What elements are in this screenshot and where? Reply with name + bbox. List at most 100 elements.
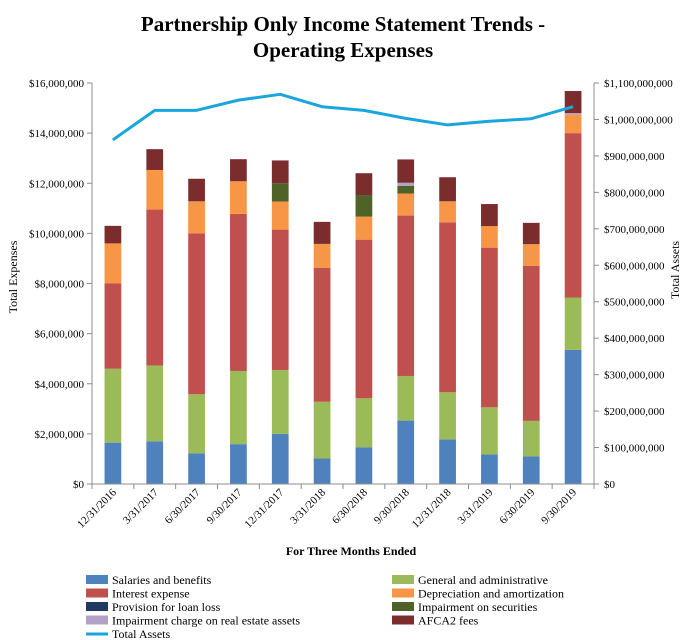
bar-afca2-fees-8 (397, 159, 415, 183)
y-tick-label: $10,000,000 (29, 228, 85, 240)
y2-tick-label: $200,000,000 (604, 406, 665, 418)
legend-swatch-interest-expense (86, 588, 108, 598)
bar-afca2-fees-2 (146, 149, 164, 170)
x-tick-label: 12/31/2016 (75, 486, 119, 530)
chart-title-line-2: Operating Expenses (253, 38, 433, 62)
bar-general-and-administrative-7 (355, 398, 373, 448)
bar-afca2-fees-10 (481, 204, 498, 227)
legend-swatch-impairment-on-securities (392, 602, 414, 611)
legend-label-impairment-charge-on-real-estate-assets: Impairment charge on real estate assets (112, 614, 300, 628)
bar-afca2-fees-7 (355, 173, 373, 196)
bar-salaries-and-benefits-8 (397, 420, 415, 484)
bar-salaries-and-benefits-1 (104, 442, 122, 484)
bar-impairment-charge-on-real-estate-assets-12 (564, 113, 582, 115)
bar-salaries-and-benefits-6 (313, 458, 331, 484)
legend-label-provision-for-loan-loss: Provision for loan loss (112, 600, 221, 614)
bar-afca2-fees-9 (439, 177, 456, 202)
y2-tick-label: $0 (604, 479, 616, 491)
y-tick-label: $12,000,000 (29, 178, 85, 190)
bar-depreciation-and-amortization-7 (355, 216, 373, 240)
bar-general-and-administrative-4 (230, 370, 247, 445)
x-tick-label: 6/30/2019 (497, 486, 537, 526)
bar-general-and-administrative-10 (481, 407, 498, 455)
bar-impairment-on-securities-8 (397, 185, 415, 194)
x-tick-label: 12/31/2017 (242, 486, 286, 530)
legend: Salaries and benefits General and adminis… (86, 573, 564, 640)
legend-swatch-depreciation-and-amortization (392, 588, 414, 598)
bar-salaries-and-benefits-5 (271, 433, 289, 485)
bar-salaries-and-benefits-3 (188, 453, 205, 484)
bar-depreciation-and-amortization-3 (188, 201, 205, 234)
y2-tick-label: $600,000,000 (604, 260, 665, 272)
legend-swatch-salaries-and-benefits (86, 575, 108, 584)
bar-interest-expense-2 (146, 209, 164, 366)
bar-general-and-administrative-12 (564, 297, 582, 350)
bar-depreciation-and-amortization-1 (104, 243, 122, 284)
bar-general-and-administrative-8 (397, 375, 415, 421)
bar-interest-expense-11 (522, 265, 540, 421)
y-tick-label: $0 (73, 479, 85, 491)
bar-salaries-and-benefits-10 (481, 454, 498, 484)
bar-afca2-fees-6 (313, 221, 331, 244)
bar-salaries-and-benefits-9 (439, 439, 456, 484)
bar-afca2-fees-11 (522, 222, 540, 245)
x-tick-label: 6/30/2018 (330, 486, 370, 526)
y-tick-label: $4,000,000 (35, 379, 85, 391)
legend-label-afca2-fees: AFCA2 fees (418, 614, 479, 628)
bar-depreciation-and-amortization-9 (439, 201, 456, 223)
bar-depreciation-and-amortization-6 (313, 243, 331, 268)
legend-label-total-assets: Total Assets (112, 627, 170, 640)
bar-interest-expense-6 (313, 267, 331, 402)
bar-impairment-on-securities-5 (271, 183, 289, 202)
bar-interest-expense-7 (355, 239, 373, 399)
y-tick-label: $2,000,000 (35, 429, 85, 441)
y2-tick-label: $500,000,000 (604, 297, 665, 309)
bar-salaries-and-benefits-11 (522, 456, 540, 484)
bar-depreciation-and-amortization-5 (271, 201, 289, 230)
bar-general-and-administrative-9 (439, 392, 456, 440)
bar-interest-expense-12 (564, 133, 582, 298)
bar-interest-expense-9 (439, 222, 456, 393)
legend-label-salaries-and-benefits: Salaries and benefits (112, 573, 212, 587)
total-assets-line-group (112, 92, 574, 142)
bar-interest-expense-4 (230, 213, 247, 371)
bar-salaries-and-benefits-4 (230, 444, 247, 484)
x-tick-label: 9/30/2019 (539, 486, 579, 526)
total-assets-line (112, 92, 574, 142)
bar-afca2-fees-3 (188, 178, 205, 202)
bar-interest-expense-1 (104, 283, 122, 369)
bar-depreciation-and-amortization-10 (481, 226, 498, 248)
bar-salaries-and-benefits-12 (564, 349, 582, 484)
y2-tick-label: $800,000,000 (604, 187, 665, 199)
y2-tick-label: $1,100,000,000 (604, 78, 673, 90)
legend-swatch-provision-for-loan-loss (86, 602, 108, 611)
bar-afca2-fees-1 (104, 225, 122, 244)
bar-interest-expense-8 (397, 215, 415, 376)
y2-tick-label: $900,000,000 (604, 151, 665, 163)
chart-title-line-1: Partnership Only Income Statement Trends… (141, 12, 545, 36)
y2-tick-label: $1,000,000,000 (604, 114, 673, 126)
y2-tick-label: $100,000,000 (604, 443, 665, 455)
legend-label-depreciation-and-amortization: Depreciation and amortization (418, 587, 564, 601)
y-tick-label: $14,000,000 (29, 128, 85, 140)
bar-general-and-administrative-3 (188, 394, 205, 454)
bar-depreciation-and-amortization-12 (564, 114, 582, 134)
bar-depreciation-and-amortization-4 (230, 181, 247, 214)
axes-group (91, 83, 595, 485)
y-tick-label: $6,000,000 (35, 329, 85, 341)
x-tick-label: 3/31/2018 (288, 486, 328, 526)
bar-interest-expense-3 (188, 233, 205, 395)
x-axis-ticks: 12/31/2016 3/31/2017 6/30/2017 9/30/201712/… (75, 484, 595, 531)
legend-swatch-afca2-fees (392, 615, 414, 625)
x-tick-label: 9/30/2018 (372, 486, 412, 526)
y-axis-ticks: $0 $2,000,000 $4,000,000 $6,000,000 $8,000,0… (29, 78, 92, 491)
y2-tick-label: $300,000,000 (604, 370, 665, 382)
legend-label-impairment-on-securities: Impairment on securities (418, 600, 538, 614)
bar-afca2-fees-4 (230, 159, 247, 182)
y-axis-title: Total Expenses (6, 240, 20, 313)
y2-tick-label: $700,000,000 (604, 224, 665, 236)
bar-salaries-and-benefits-7 (355, 447, 373, 484)
legend-label-general-and-administrative: General and administrative (418, 573, 548, 587)
